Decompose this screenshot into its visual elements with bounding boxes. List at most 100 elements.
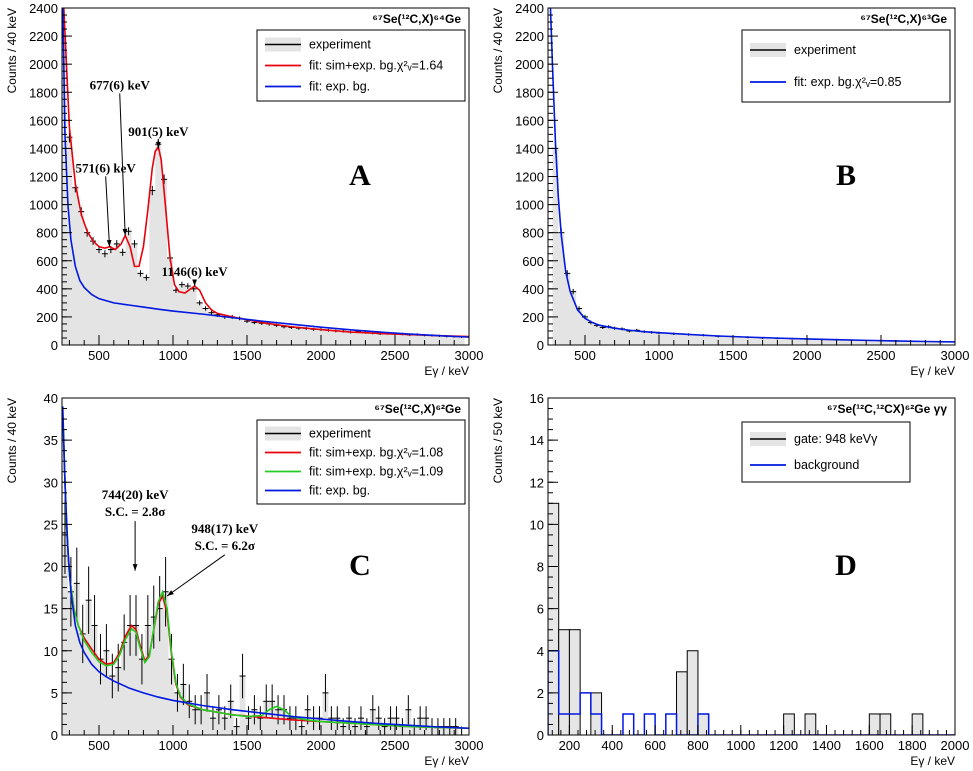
- x-tick-label: 2500: [381, 348, 410, 363]
- y-tick-label: 1000: [515, 198, 544, 213]
- histogram-bar: [783, 713, 795, 735]
- data-point: [363, 718, 370, 735]
- y-tick-label: 6: [537, 602, 544, 617]
- legend-label: fit: exp. bg.: [309, 484, 370, 498]
- data-point: [101, 250, 108, 258]
- annotation-label: 744(20) keV: [102, 487, 169, 502]
- y-tick-label: 14: [530, 433, 544, 448]
- annotation-arrowhead: [106, 240, 112, 247]
- data-point: [184, 283, 191, 289]
- chart-title: ⁶⁷Se(¹²C,X)⁶³Ge: [860, 12, 947, 26]
- data-point: [251, 695, 258, 725]
- panel-letter: A: [349, 159, 371, 192]
- peak-annotation: 744(20) keV S.C. = 2.8σ: [102, 487, 169, 571]
- legend-item: fit: exp. bg.χ²ᵥ=0.85: [750, 75, 902, 89]
- data-point: [357, 706, 364, 731]
- data-point: [125, 227, 132, 236]
- x-tick-label: 600: [644, 738, 666, 753]
- histogram-bar: [558, 629, 570, 735]
- legend-label: fit: sim+exp. bg.χ²ᵥ=1.64: [309, 59, 443, 73]
- x-tick-label: 1500: [719, 348, 748, 363]
- y-tick-label: 600: [522, 254, 544, 269]
- annotation-significance: S.C. = 6.2σ: [195, 538, 255, 553]
- x-axis: 200 400 600 800 1000 1200 1400 1600 1800 2000: [551, 725, 969, 753]
- legend-item: fit: sim+exp. bg.χ²ᵥ=1.09: [265, 465, 443, 479]
- x-tick-label: 1000: [726, 738, 755, 753]
- histogram-bar: [868, 713, 881, 735]
- data-point: [85, 566, 92, 634]
- x-tick-label: 1600: [855, 738, 884, 753]
- data-point: [346, 706, 353, 731]
- legend-item: experiment: [265, 426, 371, 441]
- y-tick-label: 1600: [515, 113, 544, 128]
- legend-item: experiment: [750, 43, 856, 57]
- peak-annotation: 901(5) keV: [128, 124, 189, 149]
- histogram-bar: [697, 713, 710, 735]
- x-axis: 500 1000 1500 2000 2500 3000: [68, 335, 483, 363]
- y-tick-label: 0: [537, 338, 544, 353]
- legend-label: experiment: [309, 38, 371, 52]
- x-tick-label: 500: [88, 348, 110, 363]
- y-tick-label: 2400: [515, 1, 544, 16]
- data-point: [103, 624, 110, 678]
- y-axis-label: Counts / 40 keV: [5, 8, 19, 93]
- y-tick-label: 0: [51, 338, 58, 353]
- chart-panel-b: 500 1000 1500 2000 2500 3000 0 200 400 600 800 1000…: [491, 1, 969, 378]
- legend-label: background: [794, 458, 859, 472]
- panel-letter: B: [836, 159, 856, 192]
- data-point: [570, 288, 577, 295]
- annotation-arrow: [166, 554, 226, 597]
- legend-item: fit: sim+exp. bg.χ²ᵥ=1.08: [265, 446, 443, 460]
- x-tick-label: 2500: [381, 738, 410, 753]
- x-axis-label: Eγ / keV: [910, 364, 955, 378]
- series-a-1-line: [63, 8, 469, 338]
- x-tick-label: 2500: [867, 348, 896, 363]
- annotation-label: 571(6) keV: [76, 160, 137, 175]
- data-point: [352, 718, 359, 735]
- y-tick-label: 16: [530, 391, 544, 406]
- data-point: [186, 684, 193, 719]
- data-point: [208, 310, 215, 315]
- data-point: [131, 240, 138, 248]
- data-point: [161, 174, 168, 185]
- legend-item: gate: 948 keVγ: [750, 432, 878, 446]
- data-point: [162, 557, 169, 627]
- data-point: [334, 706, 341, 731]
- plot-area: [549, 8, 955, 345]
- legend-label: fit: sim+exp. bg.χ²ᵥ=1.09: [309, 465, 443, 479]
- y-axis-label: Counts / 50 keV: [491, 398, 505, 483]
- data-point: [144, 595, 151, 656]
- y-tick-label: 200: [522, 310, 544, 325]
- x-tick-label: 400: [601, 738, 623, 753]
- y-tick-label: 600: [36, 254, 58, 269]
- annotation-arrowhead: [132, 564, 138, 571]
- y-axis-label: Counts / 40 keV: [5, 398, 19, 483]
- x-tick-label: 1800: [898, 738, 927, 753]
- y-tick-label: 2200: [29, 29, 58, 44]
- data-point: [381, 718, 388, 735]
- legend-item: fit: sim+exp. bg.χ²ᵥ=1.64: [265, 59, 443, 73]
- histogram-bar: [676, 671, 688, 735]
- data-point: [109, 653, 116, 699]
- y-tick-label: 400: [36, 282, 58, 297]
- legend-item: fit: exp. bg.: [265, 484, 370, 498]
- series-c-3-line: [62, 406, 469, 730]
- x-axis: 500 1000 1500 2000 2500 3000: [68, 725, 483, 753]
- data-point: [73, 547, 80, 620]
- y-tick-label: 200: [36, 310, 58, 325]
- data-point: [202, 306, 209, 311]
- y-tick-label: 35: [44, 433, 58, 448]
- legend: gate: 948 keVγ background: [741, 421, 911, 483]
- y-tick-label: 12: [530, 475, 544, 490]
- data-point: [233, 718, 240, 735]
- series-a-2-line: [62, 8, 469, 338]
- histogram-bar: [548, 502, 560, 735]
- data-point: [375, 706, 382, 731]
- y-tick-label: 400: [522, 282, 544, 297]
- y-tick-label: 2000: [29, 57, 58, 72]
- legend-label: gate: 948 keVγ: [794, 432, 878, 446]
- y-axis: 0 200 400 600 800 1000 1200 1400 1600 1800 2000 220…: [515, 1, 558, 353]
- data-point: [133, 595, 139, 656]
- y-tick-label: 1800: [515, 85, 544, 100]
